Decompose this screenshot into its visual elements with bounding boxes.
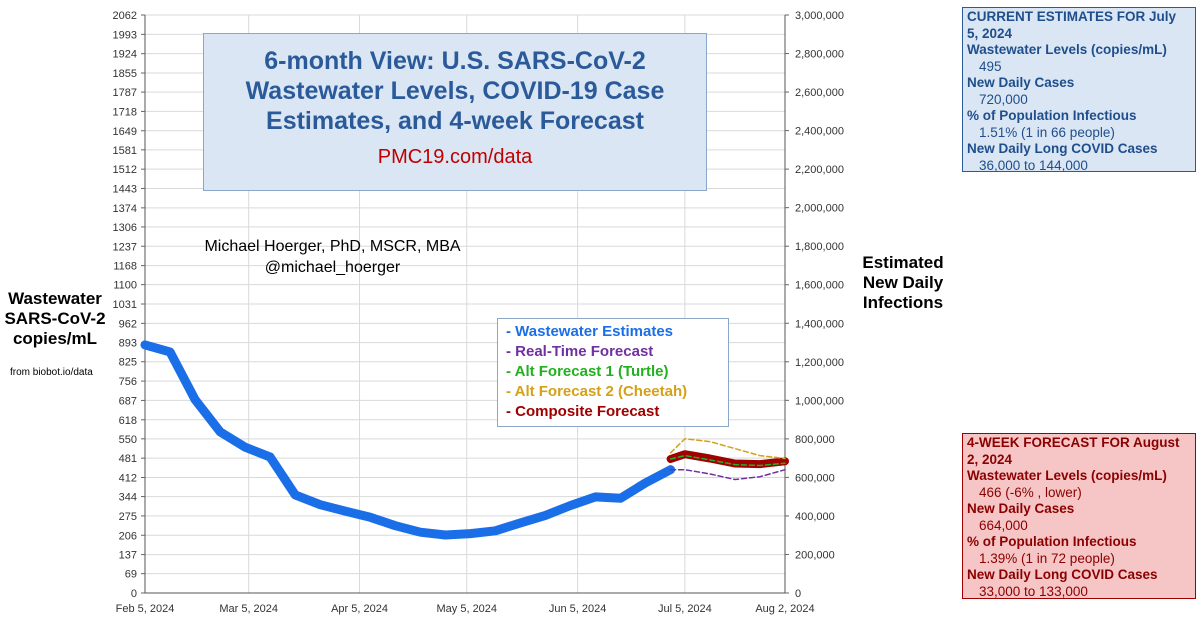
left-tick-label: 275: [119, 511, 137, 523]
x-tick-label: Jun 5, 2024: [549, 603, 607, 615]
forecast-value-infectious: 1.39% (1 in 72 people): [979, 550, 1115, 566]
right-tick-label: 1,600,000: [795, 280, 844, 292]
current-label-cases: New Daily Cases: [967, 75, 1075, 90]
left-tick-label: 825: [119, 357, 137, 369]
left-tick-label: 412: [119, 473, 137, 485]
current-label-infectious: % of Population Infectious: [967, 108, 1137, 123]
current-label-wastewater: Wastewater Levels (copies/mL): [967, 42, 1167, 57]
x-ticks: Feb 5, 2024 Mar 5, 2024 Apr 5, 2024 May 5, …: [116, 603, 815, 615]
left-tick-label: 962: [119, 318, 137, 330]
right-tick-label: 2,400,000: [795, 126, 844, 138]
right-tick-label: 2,000,000: [795, 203, 844, 215]
left-tick-label: 1031: [113, 299, 137, 311]
left-tick-label: 1306: [113, 222, 137, 234]
left-tick-label: 344: [119, 492, 137, 504]
current-estimates-panel: CURRENT ESTIMATES FOR July 5, 2024 Waste…: [962, 7, 1196, 173]
forecast-value-wastewater: 466 (-6% , lower): [979, 484, 1082, 500]
current-panel-title: CURRENT ESTIMATES FOR July 5, 2024: [967, 9, 1177, 41]
left-tick-label: 893: [119, 338, 137, 350]
x-tick-label: Jul 5, 2024: [658, 603, 712, 615]
right-tick-label: 2,800,000: [795, 49, 844, 61]
current-value-longcovid: 36,000 to 144,000: [979, 157, 1088, 173]
left-tick-label: 756: [119, 376, 137, 388]
chart-subtitle-link[interactable]: PMC19.com/data: [377, 146, 533, 168]
left-tick-label: 1374: [113, 203, 137, 215]
left-tick-label: 1581: [113, 145, 137, 157]
current-value-wastewater: 495: [979, 58, 1002, 74]
series-alt-forecast-2-cheetah: [669, 438, 786, 460]
left-tick-label: 1237: [113, 241, 137, 253]
legend-item-realtime: - Real-Time Forecast: [506, 343, 654, 360]
title-box: 6-month View: U.S. SARS-CoV-2 Wastewater…: [203, 33, 707, 191]
right-tick-label: 400,000: [795, 511, 835, 523]
left-axis-title: Wastewater SARS-CoV-2 copies/mL: [4, 289, 106, 348]
forecast-label-infectious: % of Population Infectious: [967, 534, 1137, 549]
forecast-value-longcovid: 33,000 to 133,000: [979, 583, 1088, 599]
author-name: Michael Hoerger, PhD, MSCR, MBA: [204, 238, 461, 255]
author-handle: @michael_hoerger: [264, 259, 401, 276]
legend-item-turtle: - Alt Forecast 1 (Turtle): [506, 363, 669, 380]
current-value-infectious: 1.51% (1 in 66 people): [979, 124, 1115, 140]
left-axis-source-note: from biobot.io/data: [10, 367, 93, 378]
author-credit: Michael Hoerger, PhD, MSCR, MBA @michael…: [160, 236, 505, 278]
left-tick-label: 618: [119, 415, 137, 427]
series-lines: [140, 340, 789, 540]
x-tick-label: May 5, 2024: [437, 603, 498, 615]
x-tick-label: Mar 5, 2024: [219, 603, 278, 615]
left-tick-label: 1168: [113, 261, 137, 273]
forecast-value-cases: 664,000: [979, 517, 1028, 533]
left-tick-label: 1855: [113, 68, 137, 80]
x-tick-label: Feb 5, 2024: [116, 603, 175, 615]
right-axis-title: Estimated New Daily Infections: [862, 253, 944, 312]
right-tick-label: 600,000: [795, 472, 835, 484]
left-tick-label: 1787: [113, 87, 137, 99]
left-tick-label: 1993: [113, 29, 137, 41]
left-tick-label: 1100: [113, 280, 137, 292]
right-tick-label: 3,000,000: [795, 10, 844, 22]
legend-item-composite: - Composite Forecast: [506, 403, 660, 420]
chart-title: 6-month View: U.S. SARS-CoV-2 Wastewater…: [245, 47, 665, 135]
left-tick-label: 206: [119, 530, 137, 542]
left-y-ticks: 0 69 137 206 275 344 412 481 550 618 687 756 825 893 9…: [113, 10, 145, 600]
right-tick-label: 1,000,000: [795, 395, 844, 407]
left-tick-label: 1924: [113, 49, 137, 61]
right-tick-label: 2,200,000: [795, 164, 844, 176]
right-tick-label: 1,200,000: [795, 357, 844, 369]
x-tick-label: Apr 5, 2024: [331, 603, 388, 615]
left-tick-label: 1512: [113, 164, 137, 176]
left-tick-label: 1718: [113, 106, 137, 118]
current-value-cases: 720,000: [979, 91, 1028, 107]
forecast-panel-title: 4-WEEK FORECAST FOR August 2, 2024: [967, 435, 1180, 467]
left-tick-label: 550: [119, 434, 137, 446]
right-tick-label: 1,400,000: [795, 318, 844, 330]
left-tick-label: 687: [119, 395, 137, 407]
left-tick-label: 0: [131, 588, 137, 600]
forecast-label-longcovid: New Daily Long COVID Cases: [967, 567, 1158, 582]
left-tick-label: 69: [125, 569, 137, 581]
forecast-label-wastewater: Wastewater Levels (copies/mL): [967, 468, 1167, 483]
forecast-panel: 4-WEEK FORECAST FOR August 2, 2024 Waste…: [962, 433, 1196, 599]
right-y-ticks: 0 200,000 400,000 600,000 800,000 1,000,000 1,…: [785, 10, 844, 600]
x-tick-label: Aug 2, 2024: [755, 603, 814, 615]
series-wastewater-estimates: [140, 340, 676, 540]
right-tick-label: 0: [795, 588, 801, 600]
right-tick-label: 800,000: [795, 434, 835, 446]
legend-item-cheetah: - Alt Forecast 2 (Cheetah): [506, 383, 688, 400]
left-tick-label: 1649: [113, 126, 137, 138]
left-tick-label: 2062: [113, 10, 137, 22]
current-label-longcovid: New Daily Long COVID Cases: [967, 141, 1158, 156]
right-tick-label: 1,800,000: [795, 241, 844, 253]
right-tick-label: 200,000: [795, 549, 835, 561]
series-alt-forecast-1-turtle: [669, 454, 786, 467]
legend: - Wastewater Estimates - Real-Time Forec…: [497, 318, 729, 427]
forecast-label-cases: New Daily Cases: [967, 501, 1075, 516]
legend-item-wastewater: - Wastewater Estimates: [506, 323, 674, 340]
left-tick-label: 1443: [113, 184, 137, 196]
series-composite-forecast: [666, 450, 789, 469]
series-real-time-forecast: [669, 468, 786, 481]
right-tick-label: 2,600,000: [795, 87, 844, 99]
left-tick-label: 481: [119, 453, 137, 465]
left-tick-label: 137: [119, 550, 137, 562]
